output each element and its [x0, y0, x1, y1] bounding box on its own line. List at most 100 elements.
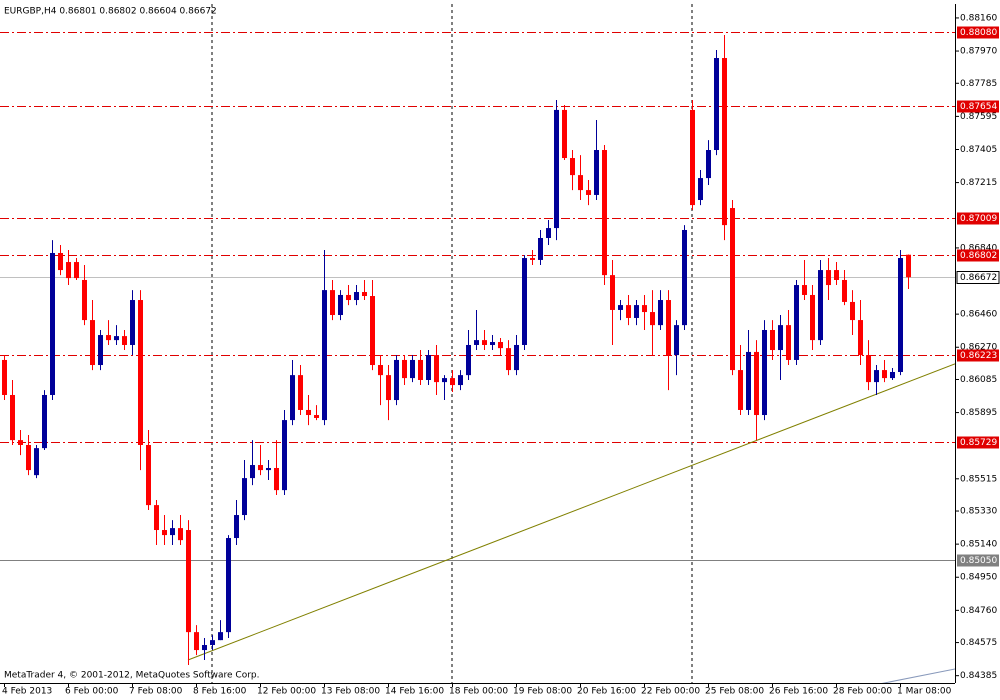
candle-body	[554, 109, 559, 229]
candle-body	[666, 300, 671, 356]
candle-body	[698, 178, 703, 201]
level-label-box	[957, 100, 999, 113]
x-tick-label: 14 Feb 16:00	[385, 687, 444, 697]
candle-body	[866, 355, 871, 383]
footer: MetaTrader 4, © 2001-2012, MetaQuotes So…	[4, 671, 260, 681]
candle-body	[282, 420, 287, 491]
candle-body	[522, 258, 527, 345]
candle-body	[362, 292, 367, 297]
candle-body	[10, 394, 15, 441]
candle-body	[114, 336, 119, 341]
x-tick-label: 20 Feb 16:00	[577, 687, 636, 697]
y-tick-label: 0.86270	[960, 343, 997, 353]
candle-body	[786, 325, 791, 360]
candle-body	[90, 320, 95, 366]
candle-body	[162, 530, 167, 536]
candle-body	[642, 305, 647, 313]
candle-body	[530, 258, 535, 260]
candle-body	[810, 294, 815, 341]
candle-body	[650, 312, 655, 326]
candle-body	[706, 150, 711, 179]
y-tick-label: 0.87595	[960, 112, 997, 122]
x-tick-label: 12 Feb 00:00	[257, 687, 316, 697]
x-tick-label: 6 Feb 00:00	[65, 687, 119, 697]
y-tick-label: 0.87970	[960, 47, 997, 57]
candle-body	[778, 325, 783, 351]
candle-body	[402, 359, 407, 379]
y-tick-label: 0.86840	[960, 243, 997, 253]
candle-body	[154, 505, 159, 531]
level-label: 0.87009	[960, 214, 997, 224]
candle-body	[234, 515, 239, 539]
x-tick-label: 13 Feb 08:00	[321, 687, 380, 697]
y-tick-label: 0.85140	[960, 540, 997, 550]
candle-body	[818, 270, 823, 341]
candle-body	[314, 415, 319, 418]
candle-body	[242, 478, 247, 516]
candle-body	[130, 300, 135, 345]
candle-body	[602, 150, 607, 276]
y-tick-label: 0.86085	[960, 375, 997, 385]
candle-body	[138, 300, 143, 445]
candle-body	[434, 355, 439, 383]
candle-body	[850, 301, 855, 321]
candle-body	[394, 359, 399, 401]
candle-body	[498, 342, 503, 349]
level-label-box	[957, 554, 999, 567]
candle-body	[418, 359, 423, 381]
level-label: 0.87654	[960, 102, 997, 112]
candle-body	[794, 285, 799, 360]
y-tick-label: 0.87785	[960, 79, 997, 89]
candle-body	[634, 305, 639, 318]
x-tick-label: 1 Mar 08:00	[897, 687, 952, 697]
candle-body	[258, 465, 263, 471]
candle-body	[170, 528, 175, 536]
x-tick-label: 18 Feb 00:00	[449, 687, 508, 697]
level-label: 0.86223	[960, 351, 997, 361]
candle-body	[178, 528, 183, 541]
candle-body	[50, 252, 55, 395]
level-label-box	[957, 436, 999, 449]
candle-body	[26, 444, 31, 471]
y-tick-label: 0.85895	[960, 408, 997, 418]
y-tick-label: 0.84575	[960, 638, 997, 648]
candle-body	[754, 351, 759, 416]
candle-body	[506, 348, 511, 371]
candle-body	[858, 320, 863, 356]
candle-body	[386, 375, 391, 401]
level-label: 0.88080	[960, 28, 997, 38]
level-label-box	[957, 26, 999, 39]
candle-body	[74, 262, 79, 279]
candle-body	[882, 370, 887, 379]
trendline	[187, 363, 955, 661]
y-tick-label: 0.87405	[960, 145, 997, 155]
candle-body	[546, 228, 551, 238]
candle-body	[738, 370, 743, 410]
candle-body	[298, 375, 303, 410]
candle-body	[218, 632, 223, 641]
candle-body	[378, 365, 383, 376]
plot-area	[0, 4, 955, 683]
x-tick-label: 22 Feb 00:00	[641, 687, 700, 697]
candle-body	[514, 344, 519, 371]
candle-body	[722, 58, 727, 226]
y-tick-label: 0.85330	[960, 507, 997, 517]
candle-body	[186, 530, 191, 633]
x-tick-label: 26 Feb 16:00	[769, 687, 828, 697]
candle-body	[834, 270, 839, 280]
candle-body	[290, 375, 295, 421]
candle-body	[42, 394, 47, 449]
candle-body	[122, 336, 127, 345]
candle-body	[410, 359, 415, 379]
candle-body	[490, 342, 495, 345]
candle-body	[370, 296, 375, 366]
candle-body	[538, 237, 543, 260]
candle-body	[562, 109, 567, 159]
candle-body	[450, 378, 455, 386]
candle-body	[762, 329, 767, 416]
candle-body	[18, 440, 23, 445]
level-label-box	[957, 249, 999, 262]
chart-title: EURGBP,H4 0.86801 0.86802 0.86604 0.8667…	[4, 7, 217, 17]
candle-body	[274, 467, 279, 491]
candle-body	[658, 300, 663, 326]
